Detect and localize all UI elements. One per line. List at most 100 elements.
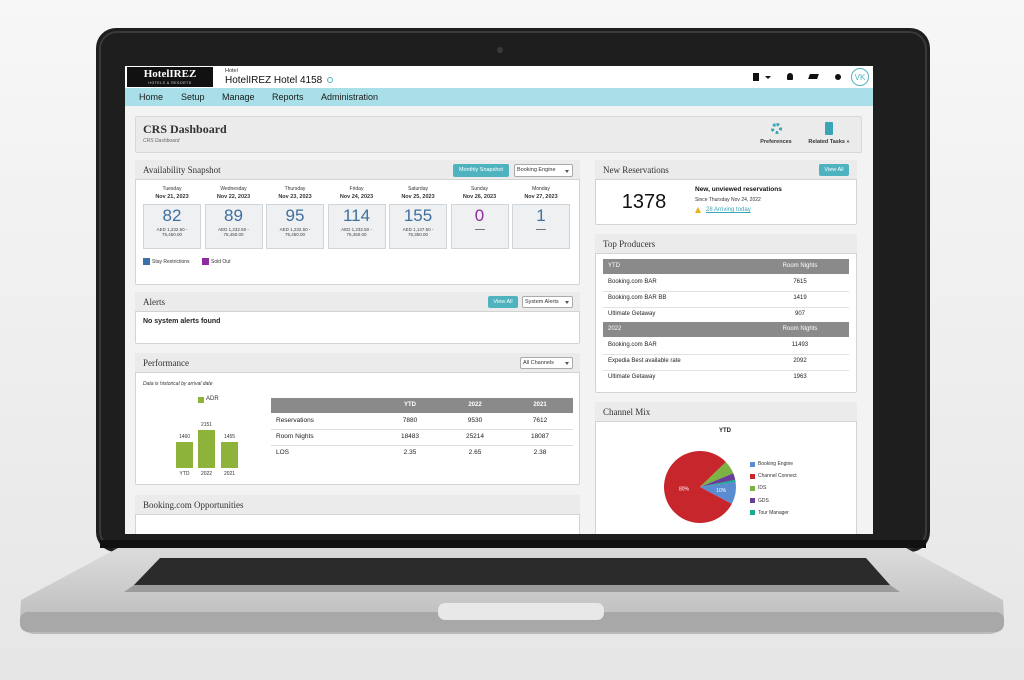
nav-item[interactable]: Home (139, 92, 164, 103)
day-count[interactable]: 95 (285, 206, 305, 226)
day-card[interactable] (450, 204, 509, 249)
reservations-view-all[interactable] (819, 164, 849, 176)
bar-category: 2022 (200, 471, 213, 477)
day-card[interactable] (266, 204, 324, 249)
date: Nov 27, 2023 (524, 194, 558, 201)
slice-label: 80% (679, 487, 690, 493)
snapshot-button[interactable] (453, 164, 509, 177)
panel-title: Top Producers (603, 239, 656, 250)
alerts-view-all-label[interactable]: View All (493, 298, 513, 305)
bar-value-label: 2151 (200, 422, 213, 428)
performance-select-label[interactable]: All Channels (523, 359, 554, 366)
day-count[interactable]: 114 (342, 206, 371, 226)
day-count[interactable]: 0 (474, 206, 485, 226)
nav-item[interactable]: Administration (321, 92, 379, 103)
channel-select[interactable] (514, 164, 573, 177)
day-count[interactable]: 155 (403, 206, 433, 226)
reservations-panel-header (595, 160, 857, 180)
producer-nights: 2092 (793, 358, 807, 365)
day-card[interactable] (143, 204, 201, 249)
keyboard (134, 558, 890, 585)
bell-icon[interactable] (787, 73, 793, 80)
cell: 2.35 (403, 449, 417, 457)
logo-tagline: HOTELS & RESORTS (148, 80, 192, 85)
legend-label: Sold Out (211, 258, 231, 265)
group-column: Room Nights (782, 262, 818, 269)
alerts-select-label[interactable]: System Alerts (525, 298, 559, 305)
preferences-icon[interactable] (771, 123, 782, 134)
tasks-icon[interactable] (825, 122, 833, 135)
legend-label: ADR (206, 396, 219, 403)
panel-title: Performance (143, 358, 189, 369)
group-period: 2022 (608, 325, 622, 332)
row-divider (603, 369, 849, 371)
day-card[interactable] (327, 204, 386, 249)
panel-title: Availability Snapshot (143, 165, 221, 176)
pie-slice (700, 479, 736, 487)
weekday: Tuesday (162, 186, 182, 192)
legend-label: IDS (758, 485, 767, 492)
pie-slice (700, 461, 734, 487)
group-header (603, 322, 849, 337)
day-count[interactable]: 82 (162, 206, 182, 226)
alerts-view-all[interactable] (488, 296, 518, 308)
day-card[interactable] (512, 204, 570, 249)
legend-swatch (143, 258, 150, 265)
channel-panel-header (595, 402, 857, 422)
menu-caret[interactable] (765, 76, 771, 79)
column-header: 2022 (468, 401, 482, 408)
bar-value-label: 1460 (178, 434, 191, 441)
date: Nov 26, 2023 (462, 194, 497, 201)
row-divider (603, 291, 849, 292)
day-count[interactable]: 89 (224, 206, 243, 226)
alerts-panel-header (135, 292, 580, 312)
cell: 7880 (402, 417, 418, 425)
alerts-select[interactable] (522, 296, 573, 308)
legend-swatch (750, 485, 755, 491)
panel-title: Channel Mix (603, 407, 651, 418)
arriving-link[interactable]: 28 Arriving today (706, 207, 751, 214)
day-count[interactable]: 1 (536, 206, 546, 226)
producer-nights: 7615 (793, 279, 807, 286)
search-icon[interactable] (327, 77, 333, 83)
date: Nov 23, 2023 (278, 194, 312, 201)
cell: 9530 (467, 417, 483, 425)
bar-category: 2021 (223, 471, 236, 477)
row-divider (603, 354, 849, 355)
day-card[interactable] (204, 204, 263, 249)
snapshot-button-label[interactable]: Monthly Snapshot (458, 167, 504, 174)
logo (127, 67, 213, 87)
bar (176, 442, 193, 468)
nav-item[interactable]: Manage (222, 92, 255, 103)
legend-label: GDS (758, 497, 769, 504)
cell: 18087 (530, 433, 550, 441)
pie-chart: 10% 80% (664, 451, 736, 523)
cell: 2.38 (533, 449, 547, 457)
weekday: Sunday (471, 186, 488, 192)
group-period: YTD (608, 262, 620, 269)
day-card[interactable] (389, 204, 447, 249)
page-action[interactable]: Preferences (760, 139, 792, 146)
producer-name: Expedia Best available rate (608, 358, 681, 365)
day-rate: 75,350.00 (407, 232, 429, 238)
performance-select[interactable] (520, 357, 573, 369)
day-rate: AED 1,232.50 - (218, 226, 249, 232)
reservations-view-all-label[interactable]: View All (824, 166, 844, 173)
breadcrumb: CRS Dashboard (143, 137, 180, 144)
status-dot[interactable] (835, 74, 841, 80)
hotel-label: Hotel (225, 67, 238, 74)
legend-label: Tour Manager (758, 509, 789, 516)
nav-item[interactable]: Reports (272, 92, 304, 103)
caret (565, 301, 569, 304)
avatar[interactable] (851, 68, 869, 86)
legend-swatch (750, 498, 755, 504)
nav-item[interactable]: Setup (181, 92, 205, 103)
avatar-initials[interactable]: VK (854, 72, 866, 82)
producer-nights: 1419 (793, 295, 807, 302)
bookmark-icon[interactable] (753, 73, 759, 81)
row-divider (603, 306, 849, 308)
channel-select-label[interactable]: Booking Engine (517, 167, 556, 174)
producer-name: Booking.com BAR BB (608, 295, 667, 302)
page-action[interactable]: Related Tasks » (808, 139, 850, 146)
